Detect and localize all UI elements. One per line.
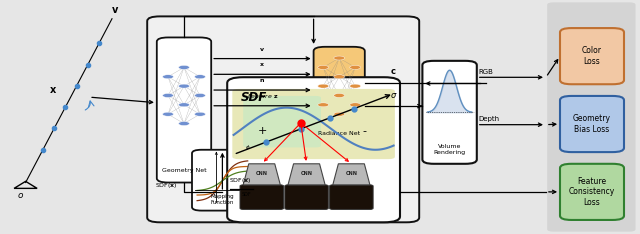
FancyBboxPatch shape (240, 185, 284, 209)
Circle shape (350, 103, 361, 107)
Text: $\phi$: $\phi$ (245, 143, 251, 152)
Text: Radiance Net: Radiance Net (318, 131, 360, 136)
Circle shape (350, 65, 361, 69)
FancyBboxPatch shape (157, 37, 211, 183)
Text: SDF($\hat{\mathbf{x}}$): SDF($\hat{\mathbf{x}}$) (228, 176, 252, 186)
Circle shape (163, 75, 173, 79)
Text: Color
Loss: Color Loss (582, 47, 602, 66)
Circle shape (179, 122, 189, 125)
Circle shape (334, 112, 345, 116)
Polygon shape (333, 164, 370, 185)
FancyBboxPatch shape (330, 185, 373, 209)
Text: RGB: RGB (479, 69, 493, 74)
Polygon shape (243, 164, 280, 185)
FancyBboxPatch shape (560, 164, 624, 220)
Text: $\mathbf{x}$: $\mathbf{x}$ (49, 85, 57, 95)
FancyBboxPatch shape (147, 16, 419, 222)
Text: Feature
Consistency
Loss: Feature Consistency Loss (569, 177, 615, 207)
FancyBboxPatch shape (227, 77, 400, 222)
Text: SDF($\mathbf{x}$): SDF($\mathbf{x}$) (155, 181, 177, 190)
FancyBboxPatch shape (285, 185, 328, 209)
Text: Geometry Net: Geometry Net (162, 168, 206, 173)
Circle shape (163, 112, 173, 116)
Text: CNN: CNN (256, 171, 268, 176)
FancyBboxPatch shape (243, 96, 321, 147)
Text: Feature $\mathbf{z}$: Feature $\mathbf{z}$ (246, 92, 278, 100)
Text: $\mathbf{c}$: $\mathbf{c}$ (390, 67, 397, 77)
Circle shape (334, 75, 345, 79)
Circle shape (350, 84, 361, 88)
Text: SDF: SDF (241, 91, 268, 104)
Text: -: - (363, 126, 367, 136)
FancyBboxPatch shape (560, 96, 624, 152)
Text: SDF: SDF (241, 192, 251, 197)
Circle shape (195, 75, 205, 79)
Circle shape (163, 93, 173, 97)
FancyBboxPatch shape (192, 150, 253, 211)
Circle shape (179, 103, 189, 107)
Circle shape (317, 103, 329, 107)
Circle shape (334, 93, 345, 97)
Text: Depth: Depth (479, 116, 500, 122)
Circle shape (317, 84, 329, 88)
Text: $\mathbf{v}$: $\mathbf{v}$ (259, 46, 266, 53)
FancyBboxPatch shape (232, 89, 395, 159)
Text: CNN: CNN (301, 171, 312, 176)
Circle shape (179, 84, 189, 88)
Circle shape (195, 112, 205, 116)
Text: $\mathbf{v}$: $\mathbf{v}$ (111, 5, 119, 15)
Text: Volume
Rendering: Volume Rendering (433, 144, 466, 155)
FancyBboxPatch shape (547, 2, 636, 232)
Circle shape (317, 65, 329, 69)
FancyBboxPatch shape (560, 28, 624, 84)
Text: $\sigma$: $\sigma$ (390, 91, 397, 100)
Text: $\mathbf{n}$: $\mathbf{n}$ (259, 77, 266, 84)
FancyBboxPatch shape (422, 61, 477, 164)
Circle shape (179, 65, 189, 69)
Text: $\mathbf{x}$: $\mathbf{x}$ (259, 62, 266, 69)
FancyBboxPatch shape (314, 47, 365, 145)
Polygon shape (288, 164, 325, 185)
Text: Mapping
Function: Mapping Function (211, 194, 234, 205)
Text: $o$: $o$ (17, 191, 24, 200)
Circle shape (195, 93, 205, 97)
Text: +: + (258, 126, 267, 136)
Text: CNN: CNN (346, 171, 357, 176)
Text: Geometry
Bias Loss: Geometry Bias Loss (573, 114, 611, 134)
Circle shape (334, 56, 345, 60)
